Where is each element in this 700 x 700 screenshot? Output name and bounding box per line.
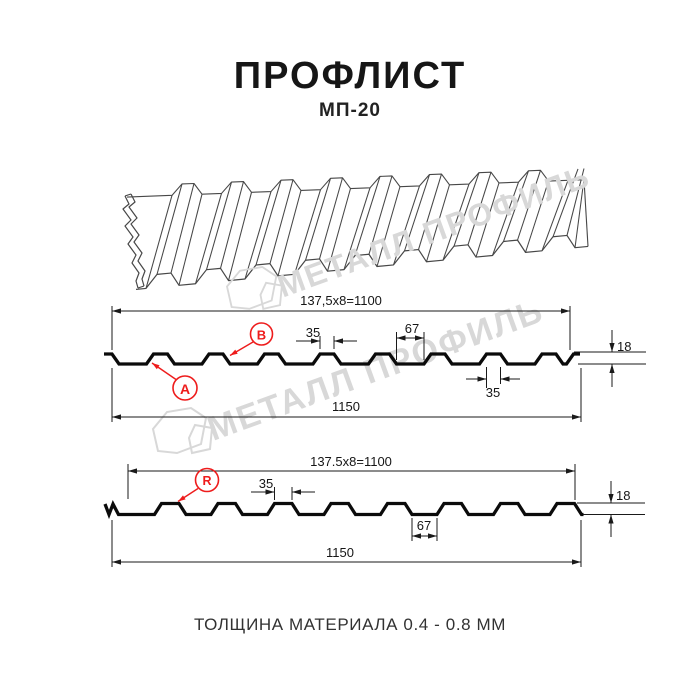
side-label-arrows bbox=[151, 341, 254, 381]
side-label-arrows bbox=[177, 487, 199, 503]
dim-rib-label: 35 bbox=[259, 476, 273, 491]
profile-front-outline bbox=[104, 352, 580, 366]
dim-rib-label: 35 bbox=[306, 325, 320, 340]
dim-module-label: 137,5x8=1100 bbox=[300, 293, 382, 308]
label-r-circle bbox=[194, 467, 220, 493]
dim-rib2-label: 35 bbox=[486, 385, 500, 400]
label-b: B bbox=[257, 328, 266, 343]
thickness-note: ТОЛЩИНА МАТЕРИАЛА 0.4 - 0.8 ММ bbox=[193, 615, 507, 634]
dim-valley-label: 67 bbox=[417, 518, 431, 533]
dim-total-label: 1150 bbox=[332, 399, 360, 414]
profile-front-dimensions bbox=[111, 306, 646, 422]
label-a-circle bbox=[172, 375, 198, 401]
page-title: ПРОФЛИСТ bbox=[233, 55, 467, 97]
watermark-middle bbox=[152, 290, 550, 454]
profile-back-dimensions bbox=[111, 464, 645, 567]
label-b-circle bbox=[249, 322, 274, 346]
profile-front-section: 137,5x8=1100 1150 35 67 35 18 A B bbox=[104, 293, 646, 422]
dim-height-label: 18 bbox=[617, 339, 631, 354]
label-r: R bbox=[202, 474, 211, 488]
profile-back-outline bbox=[103, 499, 584, 520]
product-code: МП-20 bbox=[319, 100, 381, 121]
label-a: A bbox=[180, 381, 190, 397]
dim-module-label: 137.5x8=1100 bbox=[310, 454, 392, 469]
profile-back-section: 137.5x8=1100 1150 35 67 18 R bbox=[103, 454, 645, 567]
dim-total-label: 1150 bbox=[326, 545, 354, 560]
dim-valley-label: 67 bbox=[405, 321, 419, 336]
dim-height-label: 18 bbox=[616, 488, 630, 503]
